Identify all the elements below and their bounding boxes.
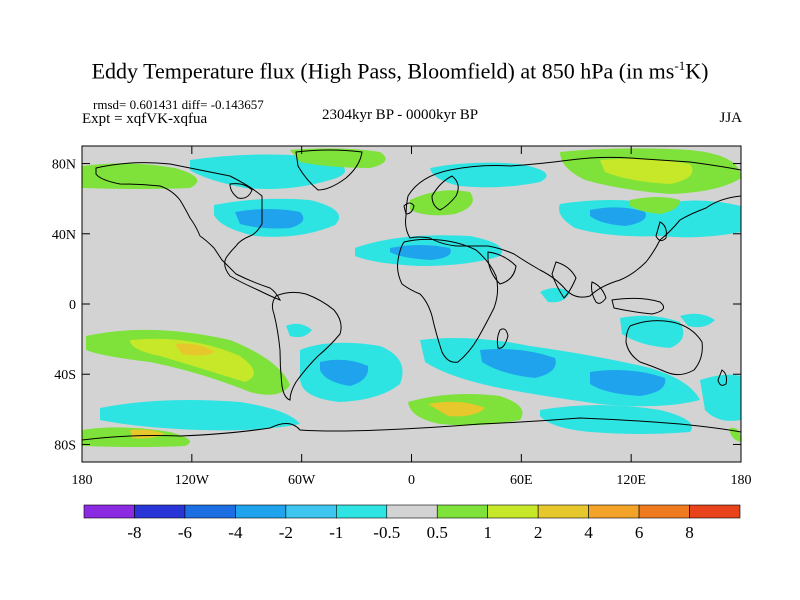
colorbar-label: -4 <box>228 523 243 542</box>
longitude-axis: 180 120W 60W 0 60E 120E 180 <box>72 146 752 488</box>
anomaly-patch <box>175 343 215 356</box>
southeast-asia-coast <box>591 281 665 315</box>
antarctica-coast <box>82 417 741 441</box>
india-coast <box>551 261 577 299</box>
anomaly-patch <box>590 370 666 396</box>
colorbar-label: 8 <box>685 523 694 542</box>
colorbar-swatch <box>134 504 186 519</box>
colorbar-label: 4 <box>584 523 593 542</box>
hudson-bay-coast <box>229 183 253 199</box>
lat-label: 80N <box>52 158 76 173</box>
anomaly-patch <box>390 245 451 260</box>
map-panel <box>82 146 741 462</box>
anomaly-patch <box>700 374 741 421</box>
lon-label: 60E <box>510 473 533 488</box>
title-tail: K) <box>685 58 709 84</box>
colorbar-swatch <box>83 504 135 519</box>
anomaly-patch <box>680 313 715 328</box>
south-america-coast <box>271 291 342 401</box>
period-text: 2304kyr BP - 0000kyr BP <box>321 107 479 123</box>
lat-label: 40S <box>54 368 76 383</box>
anomaly-fields <box>82 148 741 447</box>
anomaly-patch <box>100 400 300 431</box>
colorbar-swatch <box>285 504 337 519</box>
anomaly-patch <box>286 323 312 338</box>
australia-coast <box>625 320 703 376</box>
eurasia-coast <box>405 156 741 298</box>
lat-label: 80S <box>54 438 76 453</box>
lon-label: 0 <box>408 473 415 488</box>
lon-label: 180 <box>731 473 752 488</box>
anomaly-patch <box>590 207 646 226</box>
colorbar-label: 1 <box>483 523 492 542</box>
lon-label: 180 <box>72 473 93 488</box>
coastlines <box>82 149 741 441</box>
colorbar-label: -1 <box>329 523 343 542</box>
africa-coast <box>397 238 499 363</box>
title-main: Eddy Temperature flux (High Pass, Bloomf… <box>91 58 675 84</box>
colorbar-swatch <box>537 504 589 519</box>
colorbar-label: -8 <box>127 523 141 542</box>
madagascar-coast <box>496 328 509 349</box>
scandinavia-coast <box>431 175 459 211</box>
north-america-coast <box>95 162 282 301</box>
lat-label: 0 <box>69 298 76 313</box>
british-isles-coast <box>403 202 415 215</box>
colorbar-label: -2 <box>279 523 293 542</box>
anomaly-patch <box>600 158 693 184</box>
colorbar-swatch <box>386 504 438 519</box>
colorbar-swatch <box>436 504 488 519</box>
colorbar-swatch <box>235 504 287 519</box>
anomaly-patch <box>320 359 369 386</box>
colorbar-swatch <box>487 504 539 519</box>
anomaly-patch <box>410 190 473 216</box>
colorbar-label: 0.5 <box>427 523 448 542</box>
colorbar-swatch <box>184 504 236 519</box>
japan-coast <box>655 221 667 242</box>
lat-label: 40N <box>52 228 76 243</box>
greenland-coast <box>295 149 363 191</box>
new-zealand-coast <box>717 369 727 386</box>
arabia-coast <box>487 251 517 285</box>
colorbar-swatch <box>588 504 640 519</box>
colorbar-swatch <box>638 504 690 519</box>
lon-label: 120W <box>175 473 210 488</box>
chart-title: Eddy Temperature flux (High Pass, Bloomf… <box>0 58 800 84</box>
lon-label: 60W <box>288 473 316 488</box>
latitude-axis: 80N 40N 0 40S 80S <box>52 158 741 453</box>
anomaly-patch <box>540 288 570 303</box>
colorbar-swatch <box>689 504 741 519</box>
anomaly-patch <box>630 197 680 214</box>
anomaly-patch <box>428 401 485 417</box>
colorbar-swatch <box>336 504 388 519</box>
anomaly-patch <box>130 338 254 382</box>
stats-text: rmsd= 0.601431 diff= -0.143657 <box>93 97 264 112</box>
anomaly-patch <box>235 209 304 229</box>
title-superscript: -1 <box>674 58 686 73</box>
colorbar-label: 2 <box>534 523 543 542</box>
anomaly-patch <box>130 429 165 439</box>
colorbar-label: -6 <box>178 523 192 542</box>
colorbar-label: 6 <box>635 523 644 542</box>
experiment-text: Expt = xqfVK-xqfua <box>82 111 208 127</box>
season-text: JJA <box>719 110 742 126</box>
anomaly-patch <box>82 163 198 189</box>
colorbar: -8 -6 -4 -2 -1 -0.5 0.5 1 2 4 6 8 <box>83 504 741 542</box>
anomaly-patch <box>480 349 556 378</box>
colorbar-label: -0.5 <box>373 523 400 542</box>
lon-label: 120E <box>616 473 646 488</box>
